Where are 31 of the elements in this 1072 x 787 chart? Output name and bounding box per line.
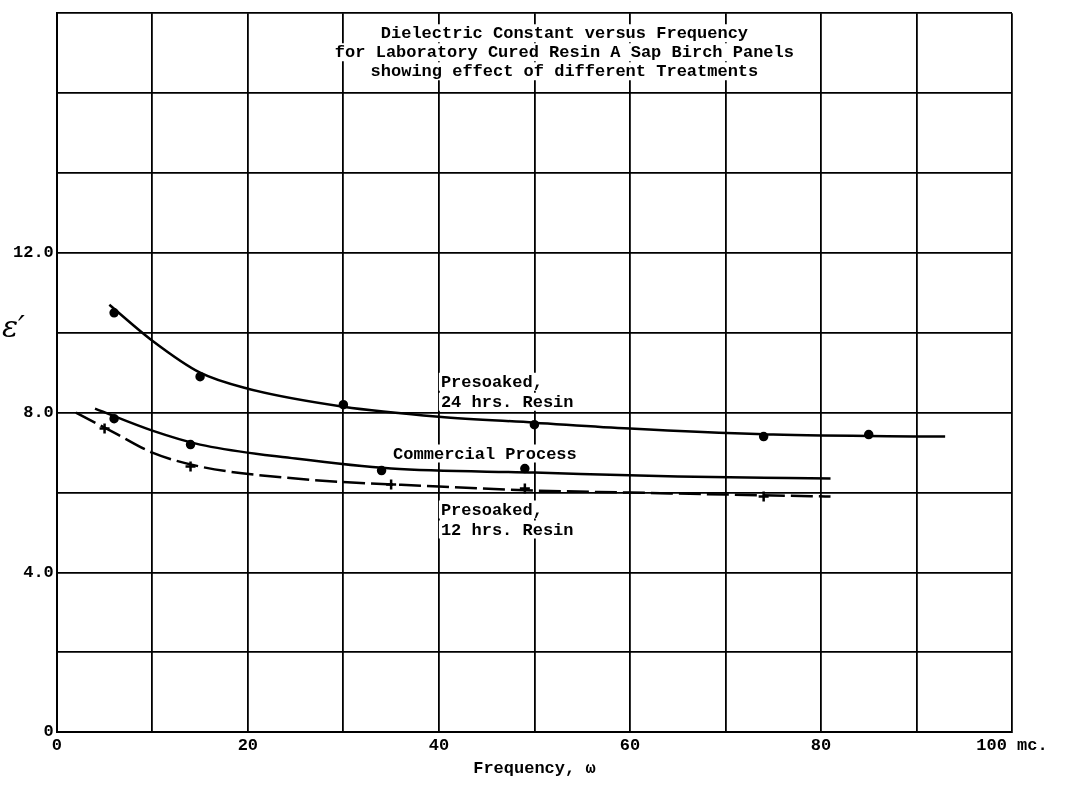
point xyxy=(758,431,769,442)
x-tick-label: 20 xyxy=(237,735,259,755)
x-tick-label: 100 mc. xyxy=(976,735,1048,755)
point xyxy=(195,371,205,382)
y-tick-label: 0 xyxy=(43,722,54,742)
point xyxy=(109,308,119,318)
series-label: Commercial Process xyxy=(393,444,577,464)
y-tick-label: 4.0 xyxy=(23,562,54,582)
point xyxy=(757,490,770,503)
x-axis-title: Frequency, ω xyxy=(473,759,596,779)
y-tick-label: 8.0 xyxy=(23,402,54,422)
point xyxy=(520,463,530,474)
series-label: Presoaked, 12 hrs. Resin xyxy=(440,500,574,540)
point xyxy=(109,413,119,424)
point xyxy=(184,460,197,473)
x-tick-label: 80 xyxy=(810,735,832,755)
point xyxy=(185,439,196,450)
point xyxy=(98,422,111,435)
point xyxy=(518,482,532,495)
x-tick-label: 40 xyxy=(428,735,450,755)
point xyxy=(529,419,540,430)
point xyxy=(376,465,387,476)
text: Dielectric Constant versus Frequency xyxy=(380,24,749,44)
y-axis-title: ε′ xyxy=(2,308,26,344)
text: for Laboratory Cured Resin A Sap Birch Panels showing effect of different Treatments xyxy=(334,43,794,82)
point xyxy=(338,399,349,410)
series-label: Presoaked, 24 hrs. Resin xyxy=(440,372,574,412)
point xyxy=(863,429,874,440)
point xyxy=(384,478,398,491)
y-tick-label: 12.0 xyxy=(12,243,54,263)
x-tick-label: 60 xyxy=(619,735,641,755)
